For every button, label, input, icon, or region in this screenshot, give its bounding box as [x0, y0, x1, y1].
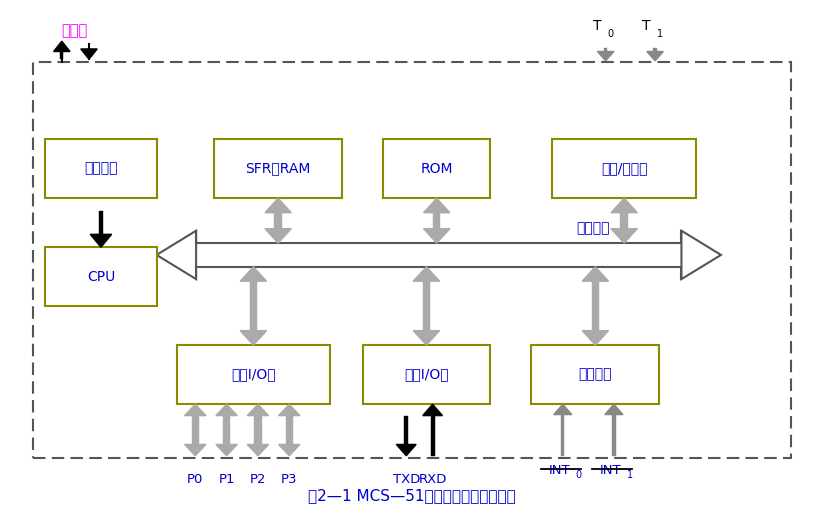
- Text: SFR和RAM: SFR和RAM: [246, 162, 311, 176]
- Text: 1: 1: [626, 471, 633, 480]
- Polygon shape: [247, 444, 269, 456]
- Bar: [423, 281, 430, 331]
- Text: P3: P3: [281, 473, 297, 487]
- Polygon shape: [265, 198, 292, 213]
- Bar: [612, 415, 616, 456]
- Bar: [604, 48, 607, 52]
- Text: TXD: TXD: [392, 473, 420, 487]
- Polygon shape: [216, 444, 237, 456]
- Polygon shape: [279, 444, 300, 456]
- Polygon shape: [605, 404, 623, 415]
- Text: INT: INT: [549, 465, 570, 477]
- Polygon shape: [185, 404, 206, 416]
- Text: RXD: RXD: [419, 473, 447, 487]
- Text: 1: 1: [657, 29, 662, 39]
- Text: 串行I/O口: 串行I/O口: [404, 368, 449, 382]
- Text: 时钟电路: 时钟电路: [84, 162, 118, 176]
- Polygon shape: [81, 49, 97, 59]
- Polygon shape: [157, 231, 196, 279]
- Text: 时钟源: 时钟源: [61, 24, 87, 39]
- Bar: [177, 345, 330, 404]
- Polygon shape: [241, 267, 267, 281]
- Bar: [45, 139, 157, 198]
- Polygon shape: [424, 229, 450, 243]
- Polygon shape: [413, 267, 440, 281]
- Bar: [561, 415, 564, 456]
- Bar: [254, 416, 262, 444]
- Polygon shape: [554, 404, 572, 415]
- Text: 系统总线: 系统总线: [577, 221, 610, 235]
- Text: INT: INT: [600, 465, 621, 477]
- Polygon shape: [279, 404, 300, 416]
- Bar: [222, 416, 230, 444]
- Bar: [404, 416, 408, 444]
- Polygon shape: [396, 444, 416, 456]
- Text: P0: P0: [187, 473, 204, 487]
- Text: 定时/计数器: 定时/计数器: [601, 162, 648, 176]
- Bar: [592, 281, 599, 331]
- Bar: [363, 345, 490, 404]
- Bar: [99, 211, 103, 234]
- Bar: [552, 139, 696, 198]
- Polygon shape: [216, 404, 237, 416]
- Bar: [433, 213, 440, 229]
- Polygon shape: [647, 52, 663, 61]
- Bar: [250, 281, 257, 331]
- Bar: [653, 48, 657, 52]
- Bar: [214, 139, 342, 198]
- Polygon shape: [597, 52, 614, 61]
- Bar: [87, 49, 91, 52]
- Bar: [285, 416, 293, 444]
- Polygon shape: [54, 41, 70, 52]
- Text: 图2—1 MCS—51单片机的功能模块框图: 图2—1 MCS—51单片机的功能模块框图: [308, 488, 516, 503]
- Polygon shape: [611, 229, 638, 243]
- Bar: [531, 345, 659, 404]
- Text: P1: P1: [218, 473, 235, 487]
- Text: T: T: [593, 20, 602, 33]
- Bar: [45, 247, 157, 306]
- Polygon shape: [90, 234, 111, 247]
- Text: 中断系统: 中断系统: [578, 368, 612, 382]
- Text: 并行I/O口: 并行I/O口: [231, 368, 276, 382]
- Text: P2: P2: [250, 473, 266, 487]
- Polygon shape: [582, 267, 608, 281]
- Bar: [383, 139, 490, 198]
- Polygon shape: [423, 404, 442, 416]
- Text: CPU: CPU: [87, 270, 115, 284]
- Text: ROM: ROM: [420, 162, 453, 176]
- Text: 0: 0: [575, 471, 582, 480]
- Polygon shape: [185, 444, 206, 456]
- Bar: [274, 213, 282, 229]
- Text: T: T: [643, 20, 651, 33]
- Polygon shape: [582, 331, 608, 345]
- Polygon shape: [611, 198, 638, 213]
- Polygon shape: [681, 231, 721, 279]
- Text: 0: 0: [607, 29, 613, 39]
- Bar: [60, 52, 63, 59]
- Polygon shape: [413, 331, 440, 345]
- Polygon shape: [247, 404, 269, 416]
- Polygon shape: [265, 229, 292, 243]
- Bar: [33, 62, 791, 458]
- Bar: [431, 416, 435, 456]
- Bar: [196, 243, 681, 267]
- Polygon shape: [424, 198, 450, 213]
- Bar: [620, 213, 628, 229]
- Polygon shape: [241, 331, 267, 345]
- Bar: [191, 416, 199, 444]
